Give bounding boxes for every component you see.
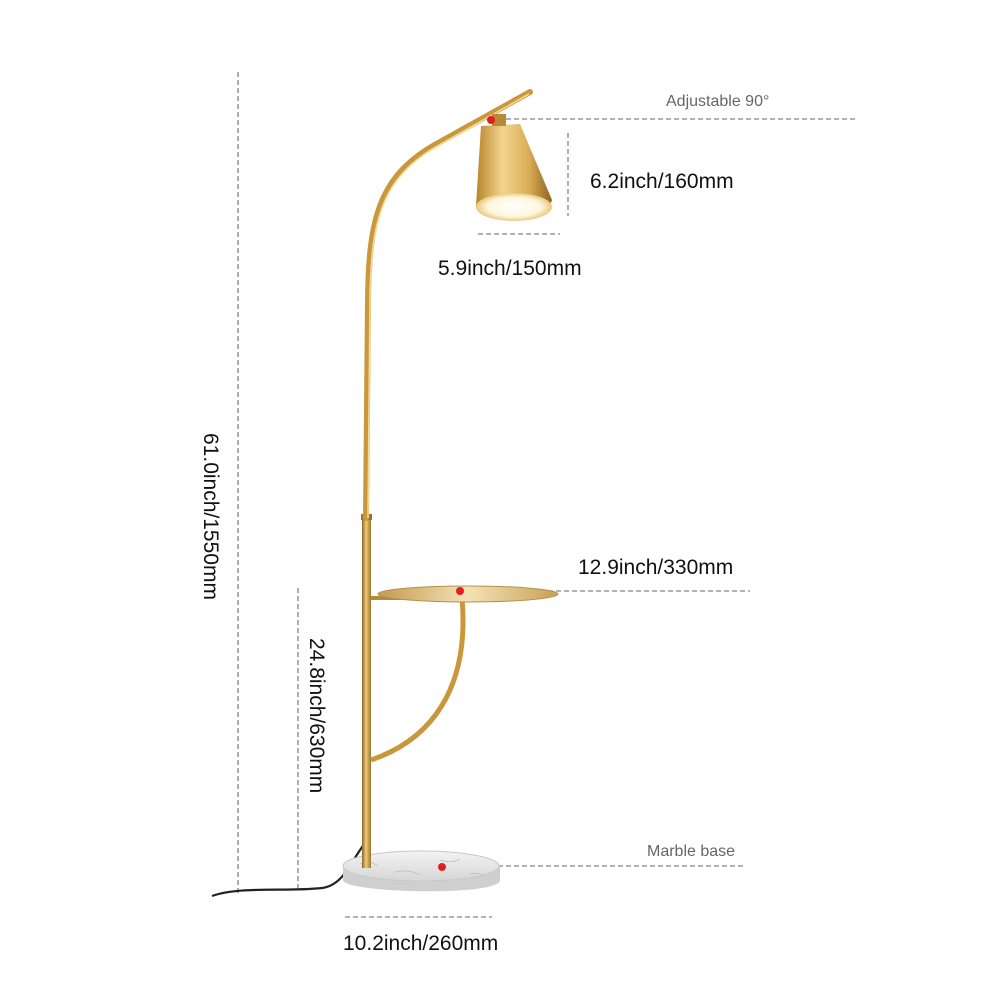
marble-base-label: Marble base [647,843,736,860]
adjustable-label: Adjustable 90° [666,93,770,110]
lamp-shade [476,114,552,221]
total-height-label: 61.0inch/1550mm [199,433,222,600]
base-width-label: 10.2inch/260mm [343,932,499,955]
shade-marker [487,116,495,124]
shade-width-label: 5.9inch/150mm [438,257,582,280]
table-top [377,585,559,603]
table-width-label: 12.9inch/330mm [578,556,734,579]
markers [438,116,495,871]
table-support-arc [370,597,466,763]
table-height-label: 24.8inch/630mm [305,638,328,794]
base-marker [438,863,446,871]
power-cord [211,841,367,898]
shade-height-label: 6.2inch/160mm [590,170,734,193]
lamp-arm [363,89,533,521]
side-table [370,585,559,763]
table-marker [456,587,464,595]
lamp-pole [362,518,371,868]
